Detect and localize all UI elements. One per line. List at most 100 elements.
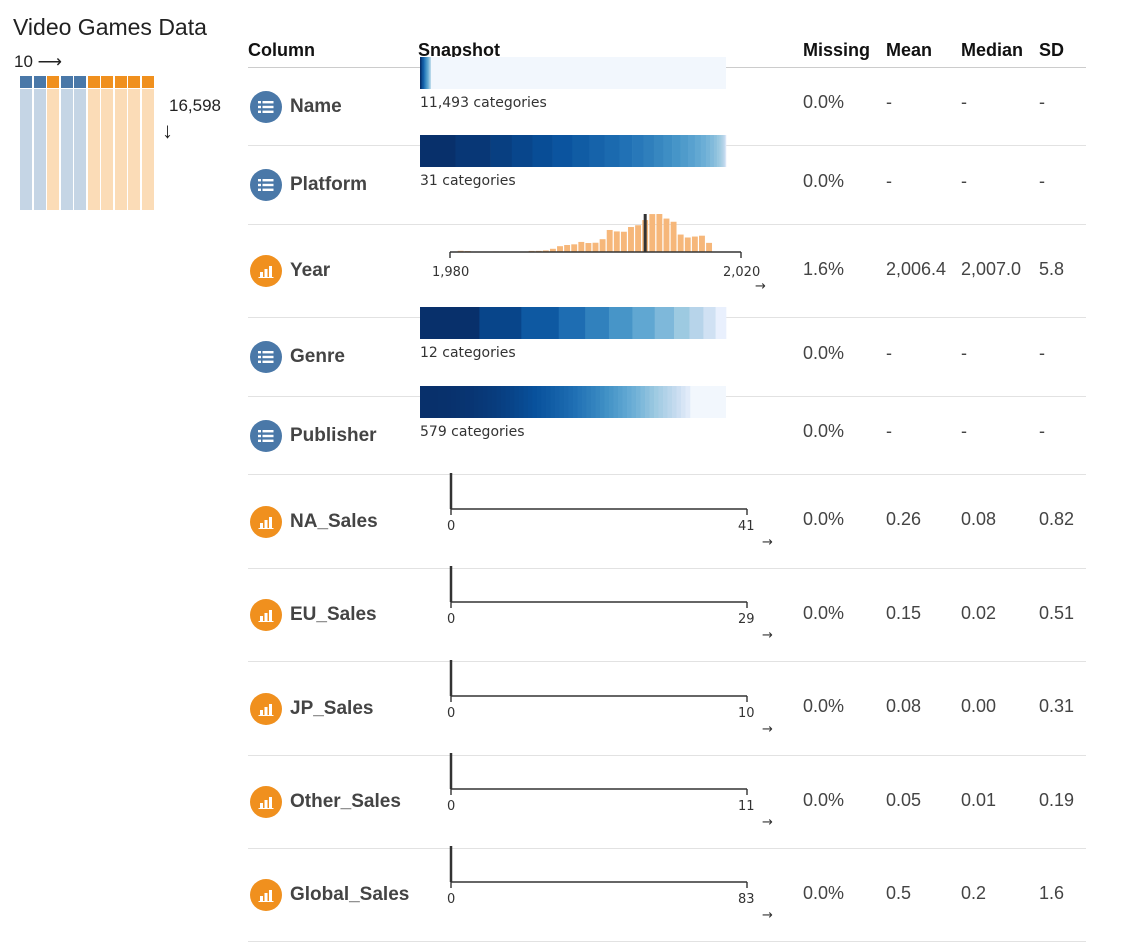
snapshot-cell (418, 67, 803, 146)
snapshot-cell (418, 145, 803, 225)
overview-column (20, 76, 32, 210)
column-name: Year (290, 260, 331, 281)
overview-column (128, 76, 140, 210)
snapshot-cell (418, 755, 803, 849)
sd-value: 5.8 (1039, 224, 1086, 318)
sd-value: - (1039, 317, 1086, 397)
column-name: NA_Sales (290, 510, 378, 532)
median-value: 0.01 (961, 755, 1039, 849)
missing-value: 0.0% (803, 317, 886, 397)
column-name-cell: Publisher (248, 396, 418, 475)
overview-column-type (141, 76, 154, 88)
row-count: 16,598 (169, 96, 221, 115)
table-row: Genre 0.0% - - - (248, 317, 1086, 397)
overview-column (47, 76, 59, 210)
overview-column-body (47, 89, 59, 210)
overview-column (33, 76, 46, 210)
missing-value: 0.0% (803, 568, 886, 662)
column-name-wrap: EU_Sales (248, 599, 418, 631)
table-row: Platform 0.0% - - - (248, 145, 1086, 225)
column-name-wrap: JP_Sales (248, 692, 418, 725)
column-name-wrap: NA_Sales (248, 505, 418, 538)
overview-column-type (114, 76, 127, 88)
sd-value: 1.6 (1039, 848, 1086, 942)
summary-table: Column Snapshot Missing Mean Median SD N… (248, 36, 1086, 942)
missing-value: 0.0% (803, 848, 886, 942)
missing-value: 1.6% (803, 224, 886, 318)
table-row: JP_Sales 0.0% 0.08 0.00 0.31 (248, 661, 1086, 756)
overview-column-body (60, 89, 73, 210)
table-row: Global_Sales 0.0% 0.5 0.2 1.6 (248, 848, 1086, 942)
overview-column (114, 76, 127, 210)
overview-column-type (74, 76, 86, 88)
column-name-wrap: Name (248, 90, 418, 123)
bar-chart-icon (250, 692, 282, 725)
overview-column (74, 76, 86, 210)
column-name: Global_Sales (290, 884, 410, 905)
list-icon (250, 90, 282, 123)
overview-column-body (114, 89, 127, 210)
overview-column-type (87, 76, 100, 88)
bar-chart-icon (250, 786, 282, 818)
column-name-cell: EU_Sales (248, 568, 418, 662)
median-value: 0.2 (961, 848, 1039, 942)
overview-column-body (87, 89, 100, 210)
column-name-cell: Platform (248, 145, 418, 225)
missing-value: 0.0% (803, 755, 886, 849)
overview-column (101, 76, 113, 210)
missing-value: 0.0% (803, 396, 886, 475)
mean-value: - (886, 396, 961, 475)
mean-value: - (886, 67, 961, 146)
list-icon (250, 341, 282, 373)
header-snapshot: Snapshot (418, 36, 803, 68)
column-name-cell: JP_Sales (248, 661, 418, 756)
snapshot-cell (418, 224, 803, 318)
column-count: 10 ⟶ (14, 52, 63, 71)
table-row: Year 1.6% 2,006.4 2,007.0 5.8 (248, 224, 1086, 318)
column-name: JP_Sales (290, 697, 374, 719)
header-sd: SD (1039, 36, 1086, 68)
bar-chart-icon (250, 505, 282, 538)
median-value: - (961, 317, 1039, 397)
snapshot-cell (418, 317, 803, 397)
column-name-cell: Global_Sales (248, 848, 418, 942)
missing-value: 0.0% (803, 474, 886, 569)
overview-column-type (60, 76, 73, 88)
mean-value: - (886, 145, 961, 225)
snapshot-cell (418, 568, 803, 662)
column-name-wrap: Genre (248, 341, 418, 373)
header-row: Column Snapshot Missing Mean Median SD (248, 36, 1086, 68)
overview-column (87, 76, 100, 210)
column-name-wrap: Publisher (248, 419, 418, 452)
column-name-cell: Name (248, 67, 418, 146)
column-name-wrap: Global_Sales (248, 879, 418, 911)
median-value: 0.08 (961, 474, 1039, 569)
overview-column-type (20, 76, 32, 88)
sd-value: 0.31 (1039, 661, 1086, 756)
column-name-cell: Other_Sales (248, 755, 418, 849)
sd-value: 0.82 (1039, 474, 1086, 569)
dataset-overview (20, 76, 155, 210)
overview-column-body (20, 89, 32, 210)
overview-column-body (128, 89, 140, 210)
dataset-title: Video Games Data (13, 14, 207, 40)
mean-value: 2,006.4 (886, 224, 961, 318)
bar-chart-icon (250, 599, 282, 631)
median-value: 0.02 (961, 568, 1039, 662)
column-name-cell: Year (248, 224, 418, 318)
overview-column-body (33, 89, 46, 210)
median-value: - (961, 67, 1039, 146)
header-column: Column (248, 36, 418, 68)
bar-chart-icon (250, 879, 282, 911)
sd-value: - (1039, 145, 1086, 225)
sd-value: 0.51 (1039, 568, 1086, 662)
bar-chart-icon (250, 255, 282, 287)
column-name: Publisher (290, 424, 377, 446)
column-name: EU_Sales (290, 604, 377, 625)
mean-value: 0.5 (886, 848, 961, 942)
snapshot-cell (418, 848, 803, 942)
column-name-wrap: Other_Sales (248, 786, 418, 818)
list-icon (250, 169, 282, 201)
snapshot-cell (418, 474, 803, 569)
overview-column-type (128, 76, 140, 88)
